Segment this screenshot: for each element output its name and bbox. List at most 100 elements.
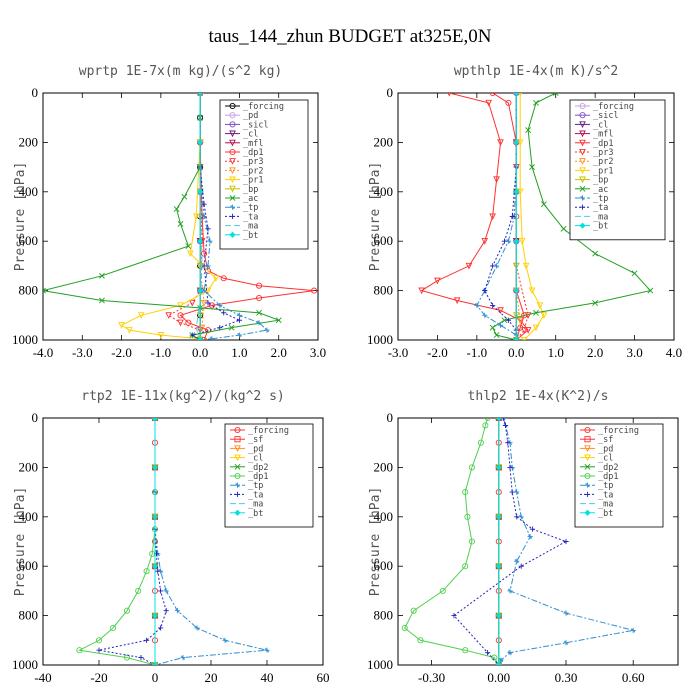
series-point-ta xyxy=(96,647,102,653)
series-point-tp xyxy=(507,588,513,594)
series-point-ta xyxy=(514,514,520,520)
y-axis-label: Pressure [hPa] xyxy=(13,487,28,597)
x-tick-label: 3.0 xyxy=(626,345,642,360)
x-tick-label: 2.0 xyxy=(587,345,603,360)
series-point-pr3 xyxy=(520,327,528,334)
series-point-ta xyxy=(451,613,457,619)
legend-marker xyxy=(579,130,586,138)
legend-marker xyxy=(579,195,586,201)
series-point-ta xyxy=(529,526,535,532)
panel-3: rtp2 1E-11x(kg^2)/(kg^2 s) Pressure [hPa]… xyxy=(12,389,330,685)
series-point-ac xyxy=(540,201,547,208)
series-point-dp1 xyxy=(462,647,469,654)
series-point-ac xyxy=(592,300,599,306)
x-tick-label: 0 xyxy=(152,670,159,685)
x-tick-label: 0.60 xyxy=(622,670,645,685)
figure-title: taus_144_zhun BUDGET at325E,0N xyxy=(208,26,491,47)
series-point-ac xyxy=(43,287,46,294)
series-point-dp1 xyxy=(489,213,496,221)
series-line-dp1b xyxy=(492,93,525,340)
legend-marker xyxy=(234,426,241,434)
series-point-bt xyxy=(197,93,204,97)
series-line-dp1 xyxy=(179,93,315,340)
y-tick-label: 400 xyxy=(374,509,394,524)
series-point-ta xyxy=(217,325,223,331)
y-tick-label: 800 xyxy=(374,608,394,623)
series-point-bt xyxy=(513,336,520,340)
plot-frame xyxy=(397,417,679,666)
legend-entry: _dp1 xyxy=(598,472,618,482)
plot-frame xyxy=(42,92,319,341)
series-point-dp1 xyxy=(484,418,491,422)
x-tick-label: 60 xyxy=(317,670,330,685)
series-point-ac xyxy=(533,99,539,106)
series-point-bt xyxy=(495,563,502,570)
series-point-bt xyxy=(495,513,502,520)
series-point-pr1 xyxy=(177,302,184,310)
series-point-tp xyxy=(256,320,262,326)
series-point-pr1 xyxy=(528,287,536,295)
series-point-tp xyxy=(264,647,270,653)
series-point-dp1 xyxy=(177,312,184,319)
series-point-ac xyxy=(275,317,282,324)
legend-marker xyxy=(584,472,591,480)
series-point-dp1 xyxy=(418,287,425,295)
series-point-tp xyxy=(474,302,480,309)
legend-marker xyxy=(579,222,586,229)
series-point-ac xyxy=(560,225,567,232)
series-point-pr1 xyxy=(137,312,145,319)
legend-entry: _sicl xyxy=(593,111,619,121)
series-line-tp xyxy=(476,93,517,340)
legend-entry: _pr1 xyxy=(243,176,263,186)
series-point-pr1 xyxy=(186,250,194,258)
series-point-dp1 xyxy=(143,568,150,575)
legend-marker xyxy=(229,148,236,156)
series-point-tp xyxy=(236,332,243,338)
series-point-pr1 xyxy=(204,287,212,295)
legend-entry: _bt xyxy=(243,231,258,241)
x-tick-label: -0.30 xyxy=(418,670,445,685)
y-tick-label: 200 xyxy=(374,459,394,474)
legend-entry: _dp1 xyxy=(593,139,613,149)
series-point-ac xyxy=(592,250,599,257)
series-point-tp xyxy=(482,312,488,318)
series-point-dp1 xyxy=(462,563,469,570)
legend-entry: _dp1 xyxy=(243,148,263,158)
series-point-ta xyxy=(155,568,161,574)
legend-marker xyxy=(229,204,236,210)
series-point-dp1 xyxy=(311,287,318,294)
legend-entry: _bt xyxy=(593,222,608,232)
y-tick-label: 800 xyxy=(19,608,39,623)
series-point-ta xyxy=(501,238,508,244)
legend-entry: _forcing xyxy=(593,102,634,112)
series-point-dp1 xyxy=(462,489,469,496)
series-point-ta xyxy=(485,650,491,656)
legend-entry: _bt xyxy=(248,509,263,519)
series-line-ta xyxy=(484,93,517,340)
x-tick-label: 40 xyxy=(261,670,274,685)
series-point-tp xyxy=(163,588,169,594)
legend-marker xyxy=(579,176,586,184)
series-group xyxy=(401,418,636,665)
series-point-ta xyxy=(500,418,506,421)
series-point-tp xyxy=(497,322,504,328)
series-point-ta xyxy=(205,300,211,306)
series-point-bt xyxy=(197,188,204,195)
legend-entry: _cl xyxy=(243,130,258,140)
legend-marker xyxy=(584,463,591,470)
y-tick-label: 600 xyxy=(19,233,39,248)
legend-entry: _ta xyxy=(248,490,263,500)
series-point-bt xyxy=(513,139,520,146)
series-point-ac xyxy=(185,243,192,250)
legend-entry: _ma xyxy=(598,500,613,510)
legend-entry: _bp xyxy=(593,176,608,186)
x-tick-label: -4.0 xyxy=(33,345,54,360)
series-point-bt xyxy=(495,661,502,665)
series-point-bt xyxy=(151,418,159,422)
legend-entry: _ma xyxy=(593,212,608,222)
legend-marker xyxy=(584,482,591,488)
series-point-ta xyxy=(482,288,488,294)
legend-marker xyxy=(234,463,241,470)
series-point-tp xyxy=(498,657,504,663)
panel-title: thlp2 1E-4x(K^2)/s xyxy=(468,389,609,404)
